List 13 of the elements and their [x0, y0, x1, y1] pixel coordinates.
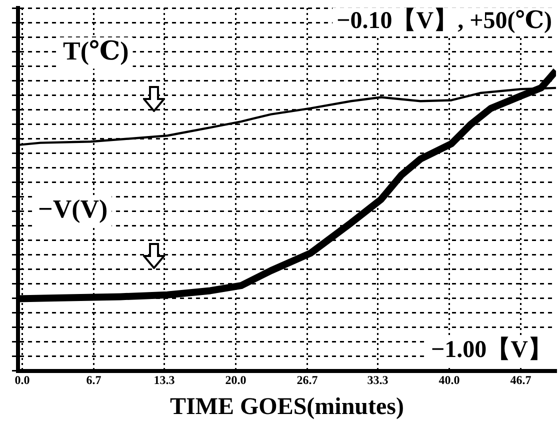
x-tick-label: 46.7: [510, 373, 532, 388]
x-tick-label: 6.7: [86, 373, 102, 388]
x-tick-label: 33.3: [367, 373, 388, 388]
x-axis-title: TIME GOES(minutes): [170, 394, 404, 420]
text: −0.10【V】, +50(℃): [336, 7, 552, 34]
annotation: −1.00【V】: [430, 336, 552, 364]
x-tick-label: 0.0: [14, 373, 30, 388]
legend-label: −V(V): [38, 194, 108, 224]
legend-label: T(℃): [63, 36, 129, 66]
x-tick-label: 40.0: [438, 373, 460, 388]
x-tick-label: 20.0: [225, 373, 246, 388]
x-tick-label: 26.7: [296, 373, 318, 388]
x-tick-label: 13.3: [154, 373, 175, 388]
